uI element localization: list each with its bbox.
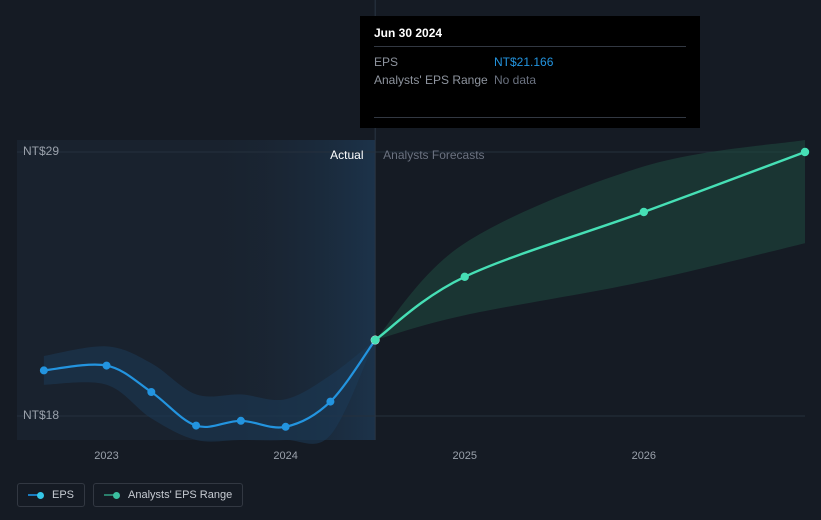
tooltip-separator xyxy=(374,117,686,118)
tooltip-date: Jun 30 2024 xyxy=(374,26,686,47)
y-axis-label: NT$18 xyxy=(23,408,59,422)
legend-label: EPS xyxy=(52,489,74,501)
tooltip-row-value: NT$21.166 xyxy=(494,53,553,71)
legend-item[interactable]: EPS xyxy=(17,483,85,507)
chart-container: Actual Analysts Forecasts Jun 30 2024 EP… xyxy=(0,0,821,520)
region-label-actual: Actual xyxy=(330,148,363,162)
legend: EPS Analysts' EPS Range xyxy=(17,483,243,507)
y-axis-label: NT$29 xyxy=(23,144,59,158)
tooltip-row: Analysts' EPS RangeNo data xyxy=(374,71,686,89)
legend-swatch xyxy=(104,492,120,499)
legend-swatch xyxy=(28,492,44,499)
x-axis-label: 2024 xyxy=(273,450,297,462)
legend-item[interactable]: Analysts' EPS Range xyxy=(93,483,243,507)
x-axis-label: 2023 xyxy=(94,450,118,462)
x-axis-label: 2025 xyxy=(452,450,476,462)
legend-label: Analysts' EPS Range xyxy=(128,489,232,501)
tooltip: Jun 30 2024 EPSNT$21.166Analysts' EPS Ra… xyxy=(360,16,700,128)
x-axis-label: 2026 xyxy=(632,450,656,462)
tooltip-row-label: EPS xyxy=(374,53,494,71)
region-label-forecast: Analysts Forecasts xyxy=(383,148,484,162)
tooltip-row: EPSNT$21.166 xyxy=(374,53,686,71)
tooltip-rows: EPSNT$21.166Analysts' EPS RangeNo data xyxy=(374,53,686,89)
tooltip-row-value: No data xyxy=(494,71,536,89)
tooltip-row-label: Analysts' EPS Range xyxy=(374,71,494,89)
